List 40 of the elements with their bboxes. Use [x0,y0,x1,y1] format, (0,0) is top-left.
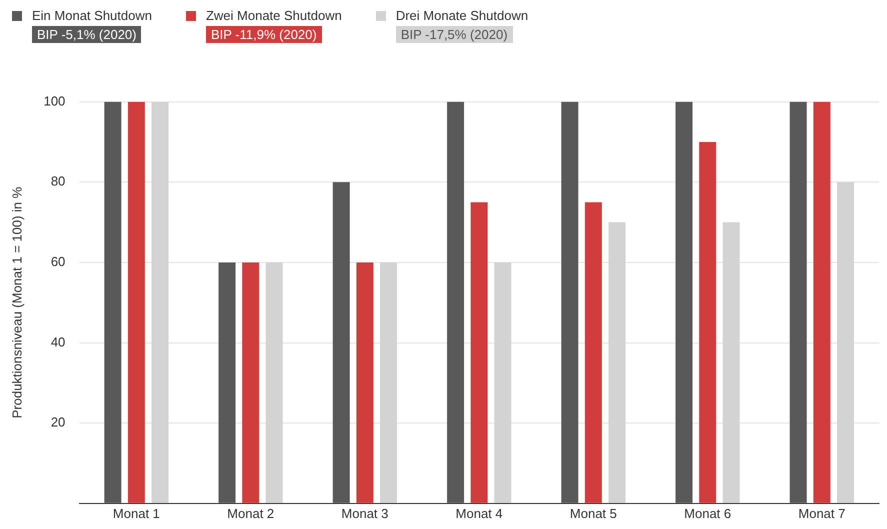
x-tick-label: Monat 6 [684,506,732,521]
bar [380,262,398,503]
bar [836,182,854,503]
bar [676,102,693,503]
bar [242,262,260,503]
bar [218,262,236,503]
bar [790,102,807,503]
text: BIP -5,1% (2020) [32,26,142,43]
bar [332,182,350,503]
y-tick-label: 40 [50,334,66,350]
x-tick-label: Monat 1 [112,506,160,521]
bar [266,262,283,503]
y-tick-label: 100 [44,93,66,108]
bar [699,142,716,503]
x-tick-label: Monat 5 [570,506,617,521]
x-tick-label: Monat 2 [227,506,274,521]
bar [447,102,464,503]
bar [104,102,122,503]
text: BIP -17,5% (2020) [396,26,513,43]
bar [470,202,488,503]
text: BIP -11,9% (2020) [206,26,322,43]
bar [152,102,169,503]
legend-label: Ein Monat Shutdown [32,8,152,23]
bar [608,222,626,503]
bar [561,102,578,503]
bar [813,102,830,503]
bar [128,102,145,503]
y-tick-label: 60 [50,254,66,270]
y-tick-label: 20 [50,414,66,430]
bar [722,222,740,503]
legend-label: Zwei Monate Shutdown [206,8,342,23]
legend-label: Drei Monate Shutdown [396,8,528,23]
x-tick-label: Monat 3 [341,506,388,521]
bar [494,262,512,503]
x-tick-label: Monat 4 [456,506,503,521]
y-axis-title: Produktionsniveau (Monat 1 = 100) in % [9,186,24,418]
bar [584,202,602,503]
x-tick-label: Monat 7 [798,506,846,521]
y-tick-label: 80 [50,174,66,189]
bar [356,262,374,503]
